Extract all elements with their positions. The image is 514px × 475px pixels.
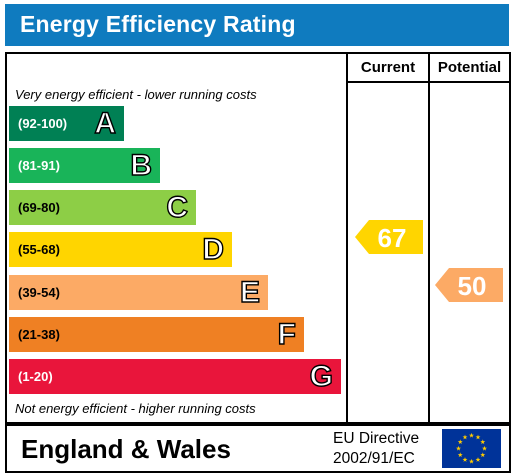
- eu-stars: [456, 432, 487, 464]
- eu-star-icon: [469, 458, 474, 464]
- eu-star-icon: [457, 452, 463, 458]
- eu-star-icon: [475, 434, 481, 440]
- title-bar: Energy Efficiency Rating: [5, 4, 509, 46]
- eu-star-icon: [457, 439, 463, 445]
- band-range: (1-20): [18, 369, 53, 384]
- band-letter: F: [277, 317, 297, 351]
- eu-star-icon: [480, 452, 486, 458]
- current-column-header: Current: [360, 59, 416, 76]
- band-g: (1-20) G: [9, 359, 341, 394]
- band-letter: B: [130, 148, 153, 182]
- current-arrow-shape: [355, 220, 423, 254]
- eu-star-icon: [482, 445, 487, 451]
- band-range: (21-38): [18, 327, 60, 342]
- band-letter: C: [166, 190, 189, 224]
- band-f: (21-38) F: [9, 317, 304, 352]
- directive-line-2: 2002/91/EC: [333, 450, 415, 467]
- column-divider: [346, 54, 348, 422]
- country-label: England & Wales: [21, 434, 231, 464]
- band-letter: A: [94, 106, 117, 140]
- band-letter: E: [239, 275, 260, 309]
- eu-star-icon: [462, 434, 468, 440]
- band-letter: G: [309, 359, 334, 393]
- band-range: (92-100): [18, 116, 68, 131]
- band-b: (81-91) B: [9, 148, 160, 183]
- potential-arrow-shape: [435, 268, 503, 302]
- band-letter: D: [202, 232, 225, 266]
- directive-line-1: EU Directive: [333, 430, 420, 447]
- efficient-note: Very energy efficient - lower running co…: [15, 87, 257, 102]
- band-d: (55-68) D: [9, 232, 232, 267]
- eu-flag-icon: [442, 429, 501, 468]
- band-range: (69-80): [18, 200, 60, 215]
- band-a: (92-100) A: [9, 106, 124, 141]
- eu-star-icon: [469, 432, 474, 438]
- eu-star-icon: [462, 457, 468, 462]
- eu-star-icon: [480, 439, 486, 445]
- potential-column-header: Potential: [437, 59, 502, 76]
- page-title: Energy Efficiency Rating: [20, 11, 296, 37]
- current-rating-value: 67: [377, 223, 407, 253]
- band-range: (81-91): [18, 158, 60, 173]
- band-range: (55-68): [18, 242, 60, 257]
- column-divider: [428, 54, 430, 422]
- footer: England & Wales EU Directive 2002/91/EC: [5, 424, 511, 473]
- current-rating-arrow: 67: [355, 220, 423, 254]
- inefficient-note: Not energy efficient - higher running co…: [15, 401, 256, 416]
- header-divider: [346, 81, 509, 83]
- band-range: (39-54): [18, 285, 60, 300]
- directive-label: EU Directive 2002/91/EC: [333, 429, 419, 469]
- rating-table: Current Potential Very energy efficient …: [5, 52, 511, 424]
- band-e: (39-54) E: [9, 275, 268, 310]
- eu-star-icon: [456, 445, 461, 451]
- band-c: (69-80) C: [9, 190, 196, 225]
- eu-star-icon: [475, 457, 481, 462]
- potential-rating-value: 50: [457, 271, 487, 301]
- potential-rating-arrow: 50: [435, 268, 503, 302]
